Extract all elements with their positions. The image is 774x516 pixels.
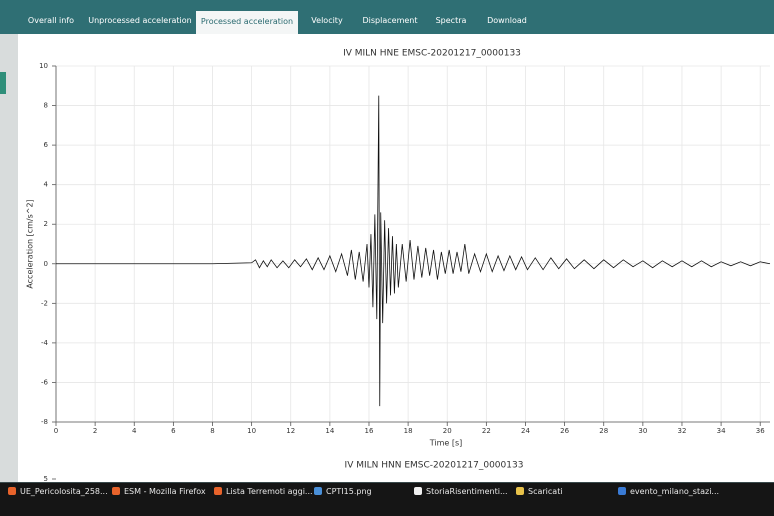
y-tick-label: 5 [44,475,48,483]
y-tick-label: 6 [44,141,49,149]
y-tick-label: 10 [39,62,48,70]
x-tick-label: 2 [93,427,97,435]
taskbar-icon [618,487,626,495]
y-tick-label: 2 [44,220,48,228]
y-axis-label: Acceleration [cm/s^2] [26,199,35,288]
taskbar-icon [214,487,222,495]
chart: IV MILN HNE EMSC-20201217_0000133 -8 -6 -4 -… [26,49,771,483]
taskbar-label: Lista Terremoti aggi... [226,487,313,496]
x-tick-label: 32 [678,427,687,435]
taskbar-icon [314,487,322,495]
x-tick-label: 24 [521,427,530,435]
taskbar-item[interactable]: Scaricati [516,483,563,516]
taskbar-icon [516,487,524,495]
chart-title: IV MILN HNE EMSC-20201217_0000133 [343,49,521,59]
y-tick-label: -4 [41,339,49,347]
sidebar-marker [0,72,6,94]
x-tick-label: 20 [443,427,452,435]
x-axis-label: Time [s] [429,439,463,448]
y-tick-label: -8 [41,418,48,426]
tab[interactable]: Overall info [27,16,75,25]
tab[interactable]: Unprocessed acceleration [88,16,192,25]
x-tick-label: 4 [132,427,137,435]
x-tick-label: 6 [171,427,176,435]
x-tick-label: 0 [54,427,58,435]
taskbar-item[interactable]: UE_Pericolosita_258... [8,483,108,516]
taskbar-label: evento_milano_stazi... [630,487,720,496]
tab[interactable]: Velocity [311,16,343,25]
tab-bar: Overall info Unprocessed acceleration Proc… [0,0,774,35]
x-tick-label: 22 [482,427,491,435]
chart-title: IV MILN HNN EMSC-20201217_0000133 [345,461,524,471]
x-tick-label: 34 [717,427,726,435]
x-tick-label: 36 [756,427,765,435]
taskbar-item[interactable]: Lista Terremoti aggi... [214,483,313,516]
taskbar-label: Scaricati [528,487,563,496]
x-tick-label: 8 [210,427,214,435]
y-tick-label: -6 [41,378,49,386]
waveform [56,95,771,407]
taskbar-icon [112,487,120,495]
taskbar-label: StoriaRisentimenti... [426,487,508,496]
y-tick-label: 4 [44,181,49,189]
taskbar-label: ESM - Mozilla Firefox [124,487,206,496]
y-tick-label: 8 [44,102,48,110]
x-tick-label: 10 [247,427,256,435]
y-tick-label: -2 [41,299,48,307]
x-tick-label: 12 [286,427,295,435]
x-tick-label: 26 [560,427,569,435]
x-tick-label: 28 [599,427,608,435]
tab[interactable]: Spectra [435,16,467,25]
taskbar-label: CPTI15.png [326,487,372,496]
sidebar [0,34,18,482]
x-tick-label: 30 [638,427,647,435]
y-tick-label: 0 [44,260,48,268]
tab[interactable]: Download [487,16,527,25]
taskbar: UE_Pericolosita_258... ESM - Mozilla Fire… [0,483,774,516]
tab[interactable]: Processed acceleration [196,11,298,35]
taskbar-icon [414,487,422,495]
taskbar-label: UE_Pericolosita_258... [20,487,108,496]
taskbar-item[interactable]: ESM - Mozilla Firefox [112,483,206,516]
tab[interactable]: Displacement [362,16,418,25]
taskbar-icon [8,487,16,495]
taskbar-item[interactable]: CPTI15.png [314,483,372,516]
x-tick-label: 14 [325,427,334,435]
x-tick-label: 18 [404,427,413,435]
taskbar-item[interactable]: evento_milano_stazi... [618,483,719,516]
taskbar-item[interactable]: StoriaRisentimenti... [414,483,508,516]
x-tick-label: 16 [365,427,374,435]
